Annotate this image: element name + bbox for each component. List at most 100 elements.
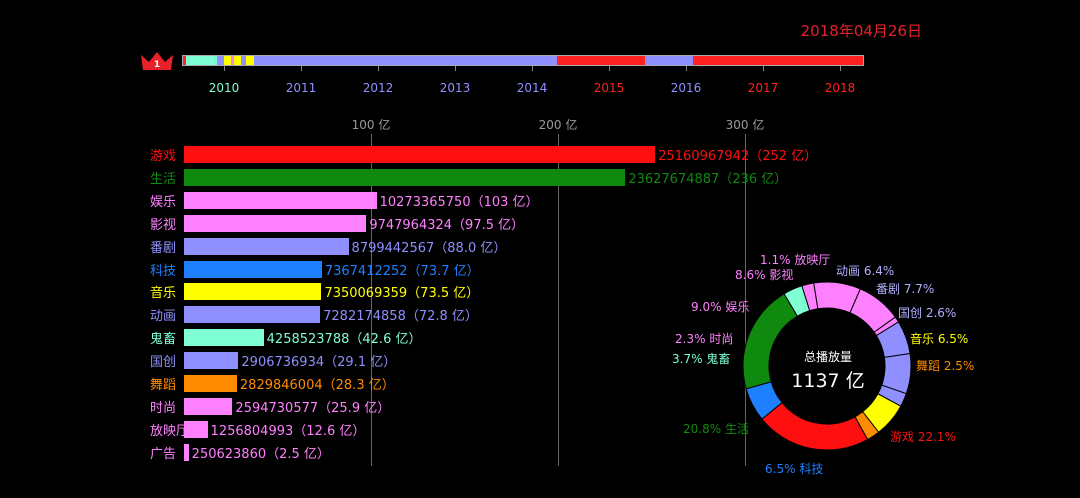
pie-label-name: 国创 [898,306,923,320]
value-label: 2829846004（28.3 亿） [240,374,395,393]
category-label: 影视 [150,217,177,233]
value-label: 1256804993（12.6 亿） [211,420,366,439]
pie-label-name: 科技 [799,462,824,476]
timeline-year-label: 2014 [516,81,548,95]
timeline-segment [216,56,224,65]
timeline-year-label: 2011 [285,81,317,95]
paren-close: ） [774,171,788,187]
pie-label-name: 番剧 [876,282,901,296]
pie-slice-label: 动画 6.4% [836,262,894,279]
value-text: 12.6 亿 [306,423,353,439]
timeline-tick [532,66,533,71]
category-label: 国创 [150,355,177,371]
value-text: 25.9 亿 [331,400,378,416]
bar [184,329,264,347]
bar [184,237,349,255]
donut-center-total: 1137 亿 [791,370,865,392]
raw-value: 2906736934 [241,355,325,371]
timeline-year-label: 2016 [670,81,702,95]
value-text: 73.7 亿 [420,263,467,279]
timeline-year-label: 2010 [208,81,240,95]
donut-hole [770,309,884,423]
raw-value: 7282174858 [323,309,406,325]
date-label: 2018年04月26日 [800,22,922,40]
value-label: 7350069359（73.5 亿） [324,282,479,301]
paren-close: ） [525,194,539,210]
bar [184,375,237,392]
pie-label-pct: 2.6% [925,306,957,320]
timeline-bar [182,55,864,66]
value-label: 25160967942（252 亿） [658,145,817,164]
timeline-year-label: 2013 [439,81,471,95]
pie-label-name: 生活 [724,422,749,436]
pie-label-pct: 6.4% [863,264,895,278]
timeline-year-label: 2015 [593,81,625,95]
value-label: 2906736934（29.1 亿） [241,351,396,370]
pie-slice-label: 20.8% 生活 [683,420,749,437]
value-text: 72.8 亿 [418,309,465,325]
timeline-year-label: 2018 [824,81,856,95]
pie-label-name: 鬼畜 [706,352,731,366]
value-label: 23627674887（236 亿） [628,168,787,187]
timeline-segment [246,56,255,65]
paren-open: （ [434,240,448,256]
value-text: 97.5 亿 [465,217,512,233]
category-label: 舞蹈 [150,378,177,393]
paren-close: ） [466,286,480,302]
timeline-segment [254,56,557,65]
pie-label-pct: 1.1% [760,253,791,267]
pie-slice-label: 游戏 22.1% [890,428,956,445]
pie-label-pct: 20.8% [683,422,722,436]
value-label: 7367412252（73.7 亿） [325,260,480,279]
bar [184,168,626,186]
pie-label-pct: 3.7% [672,352,703,366]
x-tick-label: 300 亿 [725,118,765,132]
category-label: 鬼畜 [150,332,177,348]
pie-label-name: 舞蹈 [916,359,941,373]
paren-close: ） [352,423,366,439]
paren-open: （ [266,446,280,462]
value-text: 88.0 亿 [447,240,494,256]
bar [184,443,189,461]
category-label: 科技 [150,263,177,279]
timeline-tick [301,66,302,71]
value-label: 8799442567（88.0 亿） [352,237,507,256]
category-label: 生活 [150,171,177,187]
category-label: 时尚 [150,400,177,416]
paren-close: ） [493,240,507,256]
category-label: 游戏 [150,149,177,164]
pie-slice-label: 音乐 6.5% [910,330,968,347]
paren-open: （ [318,400,332,416]
pie-label-pct: 6.5% [765,462,796,476]
paren-open: （ [407,263,421,279]
timeline-segment [233,56,241,65]
raw-value: 4258523788 [266,332,350,348]
pie-label-name: 影视 [769,268,794,282]
paren-open: （ [293,423,307,439]
pie-label-name: 游戏 [890,430,915,444]
paren-close: ） [804,149,818,164]
timeline-segment [230,56,234,65]
raw-value: 25160967942 [658,149,750,164]
raw-value: 9747964324 [369,217,453,233]
pie-label-pct: 9.0% [691,300,722,314]
pie-label-name: 放映厅 [794,253,831,267]
timeline-tick [840,66,841,71]
timeline-tick [378,66,379,71]
pie-label-pct: 8.6% [735,268,766,282]
raw-value: 23627674887 [628,171,720,187]
paren-close: ） [316,446,330,462]
pie-slice-label: 国创 2.6% [898,304,956,321]
pie-label-name: 娱乐 [725,300,750,314]
paren-close: ） [381,378,395,393]
category-label: 娱乐 [150,194,177,210]
value-text: 252 亿 [762,149,805,164]
pie-label-name: 音乐 [910,332,935,346]
paren-open: （ [749,149,763,164]
raw-value: 7350069359 [324,286,408,302]
pie-slice-label: 2.3% 时尚 [675,330,733,347]
timeline-segment [645,56,693,65]
x-gridline [745,134,746,466]
